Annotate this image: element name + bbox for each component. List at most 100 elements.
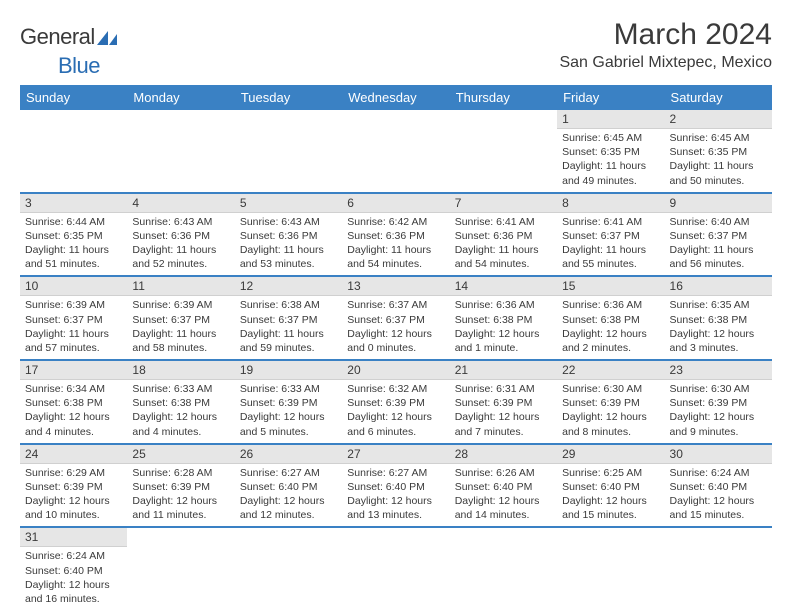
day-number: 23 — [665, 361, 772, 380]
calendar-cell: 16Sunrise: 6:35 AMSunset: 6:38 PMDayligh… — [665, 276, 772, 360]
calendar-cell: 17Sunrise: 6:34 AMSunset: 6:38 PMDayligh… — [20, 360, 127, 444]
sunset-line: Sunset: 6:39 PM — [670, 396, 767, 410]
daylight-line: Daylight: 12 hours and 8 minutes. — [562, 410, 659, 438]
day-header: Tuesday — [235, 85, 342, 110]
day-number: 20 — [342, 361, 449, 380]
logo-sail-icon — [97, 27, 119, 53]
day-number: 15 — [557, 277, 664, 296]
daylight-line: Daylight: 12 hours and 1 minute. — [455, 327, 552, 355]
sunrise-line: Sunrise: 6:28 AM — [132, 466, 229, 480]
logo-main: General — [20, 24, 95, 49]
daylight-line: Daylight: 12 hours and 11 minutes. — [132, 494, 229, 522]
calendar-row: 1Sunrise: 6:45 AMSunset: 6:35 PMDaylight… — [20, 110, 772, 193]
daylight-line: Daylight: 11 hours and 52 minutes. — [132, 243, 229, 271]
calendar-row: 3Sunrise: 6:44 AMSunset: 6:35 PMDaylight… — [20, 193, 772, 277]
sunrise-line: Sunrise: 6:33 AM — [240, 382, 337, 396]
sunrise-line: Sunrise: 6:31 AM — [455, 382, 552, 396]
daylight-line: Daylight: 12 hours and 3 minutes. — [670, 327, 767, 355]
day-details: Sunrise: 6:40 AMSunset: 6:37 PMDaylight:… — [665, 213, 772, 276]
day-number: 24 — [20, 445, 127, 464]
sunrise-line: Sunrise: 6:27 AM — [347, 466, 444, 480]
calendar-cell: 8Sunrise: 6:41 AMSunset: 6:37 PMDaylight… — [557, 193, 664, 277]
day-details: Sunrise: 6:30 AMSunset: 6:39 PMDaylight:… — [557, 380, 664, 443]
day-header-row: SundayMondayTuesdayWednesdayThursdayFrid… — [20, 85, 772, 110]
calendar-cell-empty — [450, 110, 557, 193]
calendar-cell-empty — [127, 110, 234, 193]
day-details: Sunrise: 6:44 AMSunset: 6:35 PMDaylight:… — [20, 213, 127, 276]
daylight-line: Daylight: 12 hours and 5 minutes. — [240, 410, 337, 438]
sunrise-line: Sunrise: 6:39 AM — [25, 298, 122, 312]
sunset-line: Sunset: 6:39 PM — [347, 396, 444, 410]
daylight-line: Daylight: 12 hours and 10 minutes. — [25, 494, 122, 522]
calendar-cell: 26Sunrise: 6:27 AMSunset: 6:40 PMDayligh… — [235, 444, 342, 528]
daylight-line: Daylight: 11 hours and 51 minutes. — [25, 243, 122, 271]
day-details: Sunrise: 6:42 AMSunset: 6:36 PMDaylight:… — [342, 213, 449, 276]
day-details: Sunrise: 6:24 AMSunset: 6:40 PMDaylight:… — [665, 464, 772, 527]
day-number: 19 — [235, 361, 342, 380]
logo-accent: Blue — [58, 53, 100, 78]
day-number: 7 — [450, 194, 557, 213]
title-block: March 2024 San Gabriel Mixtepec, Mexico — [559, 18, 772, 72]
day-number: 26 — [235, 445, 342, 464]
sunset-line: Sunset: 6:40 PM — [347, 480, 444, 494]
sunset-line: Sunset: 6:37 PM — [132, 313, 229, 327]
daylight-line: Daylight: 11 hours and 50 minutes. — [670, 159, 767, 187]
calendar-cell: 24Sunrise: 6:29 AMSunset: 6:39 PMDayligh… — [20, 444, 127, 528]
daylight-line: Daylight: 11 hours and 49 minutes. — [562, 159, 659, 187]
sunrise-line: Sunrise: 6:24 AM — [25, 549, 122, 563]
day-details: Sunrise: 6:27 AMSunset: 6:40 PMDaylight:… — [235, 464, 342, 527]
day-details: Sunrise: 6:36 AMSunset: 6:38 PMDaylight:… — [450, 296, 557, 359]
calendar-cell: 28Sunrise: 6:26 AMSunset: 6:40 PMDayligh… — [450, 444, 557, 528]
day-number: 18 — [127, 361, 234, 380]
day-number: 5 — [235, 194, 342, 213]
day-details: Sunrise: 6:25 AMSunset: 6:40 PMDaylight:… — [557, 464, 664, 527]
calendar-cell-empty — [235, 527, 342, 610]
day-header: Sunday — [20, 85, 127, 110]
sunrise-line: Sunrise: 6:45 AM — [562, 131, 659, 145]
sunset-line: Sunset: 6:37 PM — [347, 313, 444, 327]
calendar-cell: 5Sunrise: 6:43 AMSunset: 6:36 PMDaylight… — [235, 193, 342, 277]
day-number: 29 — [557, 445, 664, 464]
sunrise-line: Sunrise: 6:38 AM — [240, 298, 337, 312]
calendar-cell: 29Sunrise: 6:25 AMSunset: 6:40 PMDayligh… — [557, 444, 664, 528]
calendar-cell-empty — [235, 110, 342, 193]
day-number: 8 — [557, 194, 664, 213]
calendar-cell: 25Sunrise: 6:28 AMSunset: 6:39 PMDayligh… — [127, 444, 234, 528]
sunrise-line: Sunrise: 6:27 AM — [240, 466, 337, 480]
calendar-cell: 22Sunrise: 6:30 AMSunset: 6:39 PMDayligh… — [557, 360, 664, 444]
day-number: 28 — [450, 445, 557, 464]
day-number: 13 — [342, 277, 449, 296]
calendar-cell: 31Sunrise: 6:24 AMSunset: 6:40 PMDayligh… — [20, 527, 127, 610]
daylight-line: Daylight: 12 hours and 0 minutes. — [347, 327, 444, 355]
daylight-line: Daylight: 12 hours and 15 minutes. — [670, 494, 767, 522]
day-details: Sunrise: 6:39 AMSunset: 6:37 PMDaylight:… — [127, 296, 234, 359]
day-number: 11 — [127, 277, 234, 296]
calendar-cell-empty — [342, 110, 449, 193]
sunrise-line: Sunrise: 6:33 AM — [132, 382, 229, 396]
logo-text: General Blue — [20, 24, 119, 79]
sunrise-line: Sunrise: 6:24 AM — [670, 466, 767, 480]
daylight-line: Daylight: 11 hours and 54 minutes. — [347, 243, 444, 271]
day-number: 1 — [557, 110, 664, 129]
calendar-cell: 15Sunrise: 6:36 AMSunset: 6:38 PMDayligh… — [557, 276, 664, 360]
calendar-table: SundayMondayTuesdayWednesdayThursdayFrid… — [20, 85, 772, 610]
sunrise-line: Sunrise: 6:26 AM — [455, 466, 552, 480]
calendar-cell: 19 Sunrise: 6:33 AMSunset: 6:39 PMDayligh… — [235, 360, 342, 444]
calendar-body: 1Sunrise: 6:45 AMSunset: 6:35 PMDaylight… — [20, 110, 772, 610]
sunset-line: Sunset: 6:39 PM — [240, 396, 337, 410]
calendar-cell-empty — [127, 527, 234, 610]
day-details: Sunrise: 6:34 AMSunset: 6:38 PMDaylight:… — [20, 380, 127, 443]
daylight-line: Daylight: 12 hours and 15 minutes. — [562, 494, 659, 522]
calendar-cell: 14Sunrise: 6:36 AMSunset: 6:38 PMDayligh… — [450, 276, 557, 360]
day-details: Sunrise: 6:32 AMSunset: 6:39 PMDaylight:… — [342, 380, 449, 443]
day-number: 14 — [450, 277, 557, 296]
sunset-line: Sunset: 6:38 PM — [132, 396, 229, 410]
sunrise-line: Sunrise: 6:34 AM — [25, 382, 122, 396]
sunset-line: Sunset: 6:35 PM — [670, 145, 767, 159]
day-number: 9 — [665, 194, 772, 213]
month-title: March 2024 — [559, 18, 772, 52]
day-details: Sunrise: 6:37 AMSunset: 6:37 PMDaylight:… — [342, 296, 449, 359]
calendar-cell: 20Sunrise: 6:32 AMSunset: 6:39 PMDayligh… — [342, 360, 449, 444]
calendar-cell: 6Sunrise: 6:42 AMSunset: 6:36 PMDaylight… — [342, 193, 449, 277]
daylight-line: Daylight: 12 hours and 14 minutes. — [455, 494, 552, 522]
